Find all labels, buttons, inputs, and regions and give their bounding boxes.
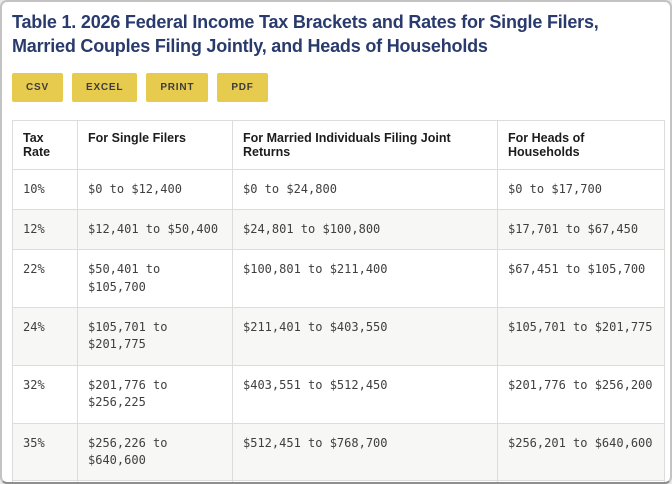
page-title: Table 1. 2026 Federal Income Tax Bracket… [12, 12, 599, 56]
cell-tax-rate: 10% [12, 168, 78, 210]
cell-married-joint: $403,551 to $512,450 [232, 364, 498, 424]
cell-tax-rate: 35% [12, 422, 78, 482]
cell-single-filers: $12,401 to $50,400 [77, 208, 233, 251]
table-row: 35% $256,226 to $640,600 $512,451 to $76… [12, 422, 665, 482]
table-row: 10% $0 to $12,400 $0 to $24,800 $0 to $1… [12, 168, 665, 210]
tax-brackets-table: Tax Rate For Single Filers For Married I… [12, 119, 665, 482]
export-toolbar: CSV EXCEL PRINT PDF [12, 72, 660, 102]
table-row: 22% $50,401 to $105,700 $100,801 to $211… [12, 249, 665, 309]
header-heads-of-households: For Heads of Households [497, 119, 665, 170]
header-single-filers: For Single Filers [77, 119, 233, 170]
cell-heads-of-households: $17,701 to $67,450 [497, 208, 665, 251]
cell-heads-of-households: $67,451 to $105,700 [497, 249, 665, 309]
table-row: 37% $640,601 or more $768,701 or more $6… [12, 480, 665, 482]
cell-married-joint: $100,801 to $211,400 [232, 249, 498, 309]
cell-heads-of-households: $256,201 to $640,600 [497, 422, 665, 482]
cell-tax-rate: 24% [12, 307, 78, 366]
cell-single-filers: $50,401 to $105,700 [77, 249, 233, 309]
cell-married-joint: $512,451 to $768,700 [232, 422, 498, 482]
table-row: 24% $105,701 to $201,775 $211,401 to $40… [12, 307, 665, 366]
cell-tax-rate: 32% [12, 364, 78, 424]
cell-married-joint: $24,801 to $100,800 [232, 208, 498, 251]
table-header-row: Tax Rate For Single Filers For Married I… [12, 119, 665, 170]
header-married-joint: For Married Individuals Filing Joint Ret… [232, 119, 498, 170]
header-tax-rate: Tax Rate [12, 119, 78, 170]
cell-heads-of-households: $640,601 or more [497, 480, 665, 482]
cell-single-filers: $201,776 to $256,225 [77, 364, 233, 424]
cell-single-filers: $256,226 to $640,600 [77, 422, 233, 482]
cell-heads-of-households: $0 to $17,700 [497, 168, 665, 210]
cell-married-joint: $211,401 to $403,550 [232, 307, 498, 366]
table-row: 12% $12,401 to $50,400 $24,801 to $100,8… [12, 208, 665, 251]
excel-export-button[interactable]: EXCEL [71, 72, 138, 102]
pdf-export-button[interactable]: PDF [217, 72, 268, 102]
cell-heads-of-households: $201,776 to $256,200 [497, 364, 665, 424]
table-row: 32% $201,776 to $256,225 $403,551 to $51… [12, 364, 665, 424]
cell-married-joint: $0 to $24,800 [232, 168, 498, 210]
cell-single-filers: $105,701 to $201,775 [77, 307, 233, 366]
cell-heads-of-households: $105,701 to $201,775 [497, 307, 665, 366]
cell-single-filers: $0 to $12,400 [77, 168, 233, 210]
print-button[interactable]: PRINT [146, 72, 209, 102]
cell-tax-rate: 12% [12, 208, 78, 251]
cell-tax-rate: 22% [12, 249, 78, 309]
csv-export-button[interactable]: CSV [12, 72, 63, 102]
